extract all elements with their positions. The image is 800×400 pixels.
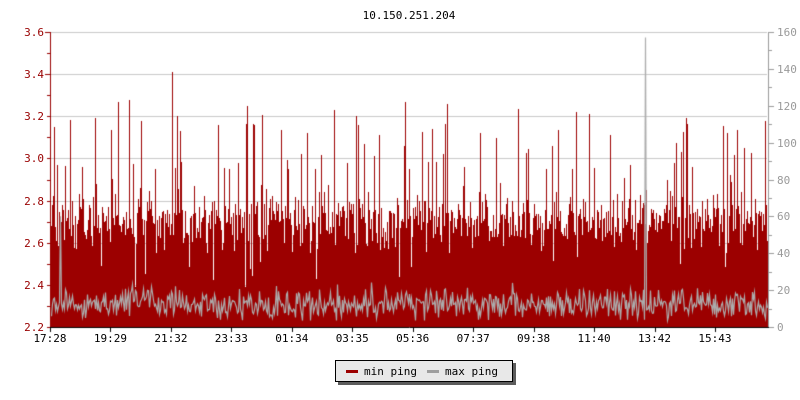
chart-title: 10.150.251.204 — [362, 9, 456, 22]
x-axis-label: 17:28 — [33, 332, 67, 345]
x-axis-label: 03:35 — [335, 332, 369, 345]
y-axis-label-right: 40 — [777, 247, 791, 261]
x-axis-label: 05:36 — [396, 332, 430, 345]
y-axis-label-right: 100 — [777, 136, 797, 150]
x-axis-label: 21:32 — [154, 332, 188, 345]
y-axis-label-right: 20 — [777, 284, 791, 298]
y-axis-label-left: 3.2 — [24, 110, 44, 124]
max-ping-legend-dash — [426, 369, 439, 373]
x-axis-label: 23:33 — [214, 332, 248, 345]
y-axis-label-right: 140 — [777, 62, 797, 76]
x-axis-label: 07:37 — [456, 332, 490, 345]
x-axis-label: 09:38 — [517, 332, 551, 345]
max-ping-legend-label: max ping — [444, 364, 498, 378]
y-axis-label-right: 120 — [777, 99, 797, 113]
x-axis-label: 13:42 — [637, 332, 672, 345]
y-axis-label-right: 160 — [777, 26, 797, 39]
y-axis-label-right: 60 — [777, 210, 791, 224]
y-axis-label-right: 0 — [777, 321, 784, 334]
y-axis-label-left: 3.6 — [24, 26, 44, 39]
y-axis-label-left: 2.4 — [24, 278, 44, 292]
y-axis-label-left: 2.8 — [24, 194, 44, 208]
y-axis-label-left: 2.6 — [24, 236, 44, 250]
min-ping-legend-dash — [346, 369, 358, 373]
y-axis-label-left: 3.0 — [24, 152, 44, 166]
legend: min ping max ping — [335, 360, 513, 382]
x-axis-label: 01:34 — [275, 332, 309, 345]
min-ping-legend-label: min ping — [364, 364, 417, 378]
y-axis-label-left: 3.4 — [24, 68, 44, 82]
y-axis-label-right: 80 — [777, 173, 791, 187]
x-axis-label: 15:43 — [698, 332, 732, 345]
y-axis-label-left: 2.2 — [24, 321, 44, 334]
x-axis-label: 11:40 — [577, 332, 611, 345]
x-axis-label: 19:29 — [93, 332, 127, 345]
